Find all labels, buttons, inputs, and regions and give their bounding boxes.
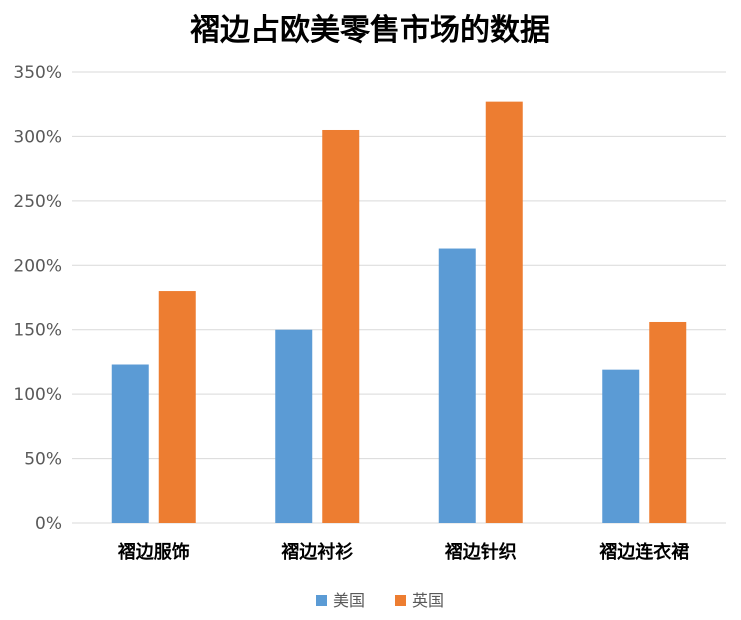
x-axis-ticks: 褶边服饰 褶边衬衫 褶边针织 褶边连衣裙 xyxy=(118,541,690,563)
bar-us-0 xyxy=(111,364,149,523)
x-tick-label: 褶边服饰 xyxy=(118,541,190,563)
bar-us-1 xyxy=(275,329,313,523)
bars xyxy=(111,101,687,523)
chart-title: 褶边占欧美零售市场的数据 xyxy=(190,13,550,48)
x-tick-label: 褶边针织 xyxy=(445,541,517,563)
y-tick-label: 250% xyxy=(13,192,62,212)
y-tick-label: 0% xyxy=(35,514,62,534)
legend-swatch xyxy=(395,595,406,606)
bar-uk-1 xyxy=(322,129,360,523)
bar-us-3 xyxy=(602,369,640,523)
bar-uk-0 xyxy=(158,291,196,523)
y-tick-label: 50% xyxy=(24,450,62,470)
bar-us-2 xyxy=(438,248,476,523)
y-tick-label: 150% xyxy=(13,321,62,341)
y-tick-label: 300% xyxy=(13,127,62,147)
x-tick-label: 褶边连衣裙 xyxy=(599,541,689,563)
y-tick-label: 350% xyxy=(13,63,62,83)
bar-uk-3 xyxy=(649,321,687,523)
y-tick-label: 100% xyxy=(13,385,62,405)
legend: 美国 英国 xyxy=(316,591,444,610)
legend-label: 英国 xyxy=(412,591,444,610)
y-axis-ticks: 0% 50% 100% 150% 200% 250% 300% 350% xyxy=(13,63,62,534)
legend-label: 美国 xyxy=(333,591,365,610)
y-tick-label: 200% xyxy=(13,256,62,276)
legend-swatch xyxy=(316,595,327,606)
x-tick-label: 褶边衬衫 xyxy=(281,541,353,563)
bar-uk-2 xyxy=(485,101,523,523)
